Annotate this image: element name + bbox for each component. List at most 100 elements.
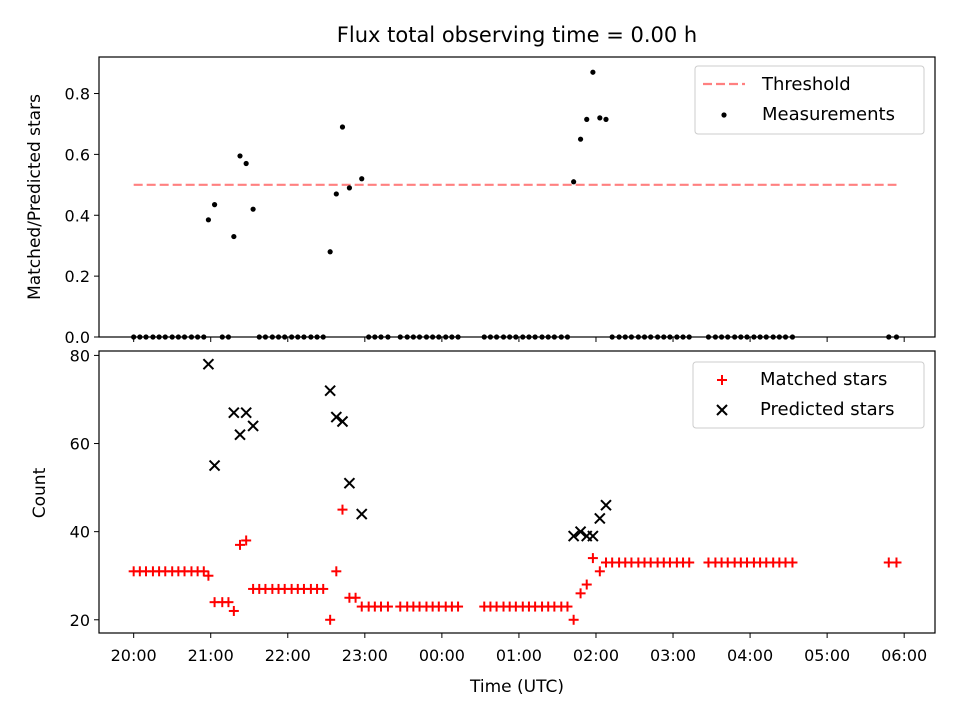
bottom-y-tick-label: 80 (70, 346, 90, 365)
legend-measurements-label: Measurements (762, 104, 895, 125)
x-tick-label: 21:00 (188, 646, 234, 665)
predicted-point (594, 512, 606, 525)
bottom-y-tick-label: 40 (70, 523, 90, 542)
matched-point (594, 566, 605, 577)
top-legend: Threshold Measurements (694, 65, 925, 135)
predicted-point (600, 499, 612, 511)
measurement-point (571, 179, 577, 185)
x-tick-label: 05:00 (804, 646, 850, 665)
cross-b (574, 525, 587, 538)
matched-point (228, 605, 239, 616)
cross-b (247, 420, 259, 432)
matched-point (198, 566, 209, 577)
predicted-point (567, 530, 580, 542)
measurement-point (603, 116, 609, 122)
bottom-axis-ticks: 20 40 60 80 20:00 21:00 22:00 23:00 00:00 01:00 02… (70, 346, 928, 665)
top-legend-box (694, 65, 925, 135)
x-tick-label: 22:00 (265, 646, 311, 665)
x-tick-label: 06:00 (881, 646, 927, 665)
measurement-point (231, 233, 237, 240)
measurement-point (359, 176, 365, 182)
measurement-point (211, 202, 218, 208)
matched-point (318, 583, 329, 594)
measurement-point (327, 249, 333, 255)
predicted-point (587, 530, 599, 542)
bottom-legend: Matched stars Predicted stars (692, 361, 925, 429)
cross-b (208, 459, 221, 472)
cross-b (336, 415, 349, 428)
cross-b (594, 512, 606, 525)
bottom-axes-frame (98, 350, 936, 634)
cross-b (600, 499, 612, 511)
x-tick-label: 23:00 (342, 646, 388, 665)
predicted-point (228, 406, 240, 419)
predicted-point (202, 358, 215, 370)
x-tick-label: 04:00 (727, 646, 773, 665)
matched-point (787, 557, 798, 568)
legend-matched-marker (717, 375, 727, 385)
cross-b (228, 406, 240, 419)
matched-point (382, 601, 393, 612)
matched-point (350, 592, 361, 603)
legend-measurements-swatch (721, 112, 727, 118)
measurement-point (339, 124, 346, 130)
cross-b (330, 411, 343, 423)
bottom-panel: 20 40 60 80 20:00 21:00 22:00 23:00 00:00 01:00 02… (30, 346, 936, 697)
top-y-axis-label: Matched/Predicted stars (25, 94, 45, 300)
matched-point (891, 557, 902, 568)
cross-b (240, 406, 252, 419)
measurement-point (250, 206, 256, 212)
top-y-tick-label: 0.0 (65, 328, 90, 347)
cross-b (234, 429, 246, 441)
predicted-point (240, 406, 252, 419)
x-tick-label: 01:00 (496, 646, 542, 665)
top-y-tick-label: 0.6 (65, 145, 90, 164)
matched-point (568, 614, 579, 625)
predicted-stars-points (202, 358, 612, 542)
predicted-point (324, 384, 336, 397)
matched-point (325, 614, 336, 625)
cross-b (356, 508, 368, 520)
measurement-point (243, 160, 249, 167)
bottom-legend-box (692, 361, 925, 429)
matched-point (331, 566, 342, 577)
measurement-point (346, 185, 353, 191)
predicted-point (343, 477, 356, 489)
measurement-point (584, 116, 590, 122)
bottom-y-axis-label: Count (30, 467, 50, 518)
predicted-point (208, 459, 221, 472)
matched-point (337, 504, 348, 515)
predicted-point (574, 525, 587, 538)
top-y-tick-label: 0.8 (65, 85, 90, 104)
predicted-point (247, 420, 259, 432)
top-axis-ticks: 0.0 0.2 0.4 0.6 0.8 (65, 85, 905, 347)
legend-matched-swatch (717, 375, 727, 385)
measurement-point (237, 153, 243, 159)
cross-b (567, 530, 580, 542)
cross-b (716, 404, 728, 416)
bottom-y-tick-label: 20 (70, 611, 90, 630)
top-y-tick-label: 0.2 (65, 267, 90, 286)
matched-stars-points (128, 504, 902, 625)
x-tick-label: 03:00 (650, 646, 696, 665)
bottom-y-tick-label: 60 (70, 435, 90, 454)
predicted-point (330, 411, 343, 423)
legend-predicted-marker (716, 404, 728, 416)
predicted-point (356, 508, 368, 520)
measurement-point (577, 136, 584, 142)
cross-b (202, 358, 215, 370)
predicted-point (234, 429, 246, 441)
matched-point (223, 597, 234, 608)
measurement-point (205, 217, 212, 223)
matched-point (575, 588, 586, 599)
measurement-point (597, 115, 603, 121)
matched-point (453, 601, 464, 612)
top-axes-frame (98, 56, 936, 338)
matched-point (241, 535, 252, 546)
top-panel: 0.00.20.40.60.8 Matched/Predicted stars … (25, 56, 936, 347)
legend-predicted-label: Predicted stars (760, 399, 894, 420)
matched-point (235, 539, 246, 550)
cross-b (324, 384, 336, 397)
cross-b (587, 530, 599, 542)
